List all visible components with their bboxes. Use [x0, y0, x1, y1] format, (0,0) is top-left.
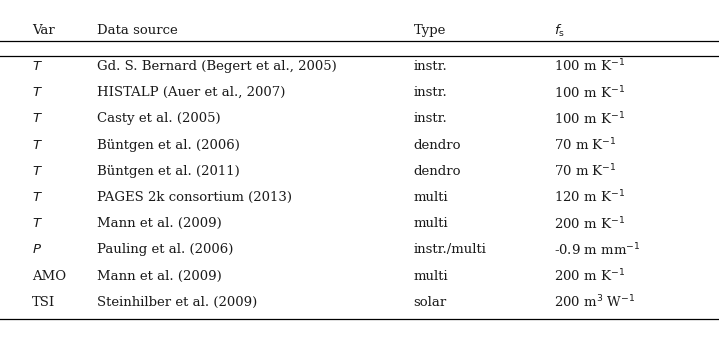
- Text: multi: multi: [413, 217, 448, 230]
- Text: solar: solar: [413, 296, 446, 309]
- Text: $T$: $T$: [32, 191, 43, 204]
- Text: Type: Type: [413, 24, 446, 37]
- Text: 200 m K$^{-1}$: 200 m K$^{-1}$: [554, 268, 625, 284]
- Text: -0.9 m mm$^{-1}$: -0.9 m mm$^{-1}$: [554, 242, 640, 258]
- Text: instr./multi: instr./multi: [413, 243, 486, 256]
- Text: Casty et al. (2005): Casty et al. (2005): [97, 112, 221, 125]
- Text: Büntgen et al. (2011): Büntgen et al. (2011): [97, 165, 240, 178]
- Text: 100 m K$^{-1}$: 100 m K$^{-1}$: [554, 84, 625, 101]
- Text: instr.: instr.: [413, 86, 447, 99]
- Text: PAGES 2k consortium (2013): PAGES 2k consortium (2013): [97, 191, 292, 204]
- Text: 100 m K$^{-1}$: 100 m K$^{-1}$: [554, 58, 625, 75]
- Text: 200 m$^{3}$ W$^{-1}$: 200 m$^{3}$ W$^{-1}$: [554, 294, 635, 311]
- Text: AMO: AMO: [32, 270, 66, 283]
- Text: $T$: $T$: [32, 112, 43, 125]
- Text: 70 m K$^{-1}$: 70 m K$^{-1}$: [554, 137, 616, 153]
- Text: instr.: instr.: [413, 112, 447, 125]
- Text: dendro: dendro: [413, 165, 461, 178]
- Text: $T$: $T$: [32, 60, 43, 73]
- Text: Var: Var: [32, 24, 55, 37]
- Text: $T$: $T$: [32, 139, 43, 151]
- Text: Steinhilber et al. (2009): Steinhilber et al. (2009): [97, 296, 257, 309]
- Text: HISTALP (Auer et al., 2007): HISTALP (Auer et al., 2007): [97, 86, 285, 99]
- Text: 70 m K$^{-1}$: 70 m K$^{-1}$: [554, 163, 616, 180]
- Text: Gd. S. Bernard (Begert et al., 2005): Gd. S. Bernard (Begert et al., 2005): [97, 60, 336, 73]
- Text: multi: multi: [413, 270, 448, 283]
- Text: multi: multi: [413, 191, 448, 204]
- Text: instr.: instr.: [413, 60, 447, 73]
- Text: $f_{\mathrm{s}}$: $f_{\mathrm{s}}$: [554, 23, 564, 38]
- Text: 200 m K$^{-1}$: 200 m K$^{-1}$: [554, 215, 625, 232]
- Text: TSI: TSI: [32, 296, 55, 309]
- Text: Data source: Data source: [97, 24, 178, 37]
- Text: $P$: $P$: [32, 243, 42, 256]
- Text: dendro: dendro: [413, 139, 461, 151]
- Text: $T$: $T$: [32, 165, 43, 178]
- Text: $T$: $T$: [32, 217, 43, 230]
- Text: 100 m K$^{-1}$: 100 m K$^{-1}$: [554, 111, 625, 127]
- Text: Büntgen et al. (2006): Büntgen et al. (2006): [97, 139, 240, 151]
- Text: 120 m K$^{-1}$: 120 m K$^{-1}$: [554, 189, 625, 206]
- Text: $T$: $T$: [32, 86, 43, 99]
- Text: Mann et al. (2009): Mann et al. (2009): [97, 270, 222, 283]
- Text: Mann et al. (2009): Mann et al. (2009): [97, 217, 222, 230]
- Text: Pauling et al. (2006): Pauling et al. (2006): [97, 243, 234, 256]
